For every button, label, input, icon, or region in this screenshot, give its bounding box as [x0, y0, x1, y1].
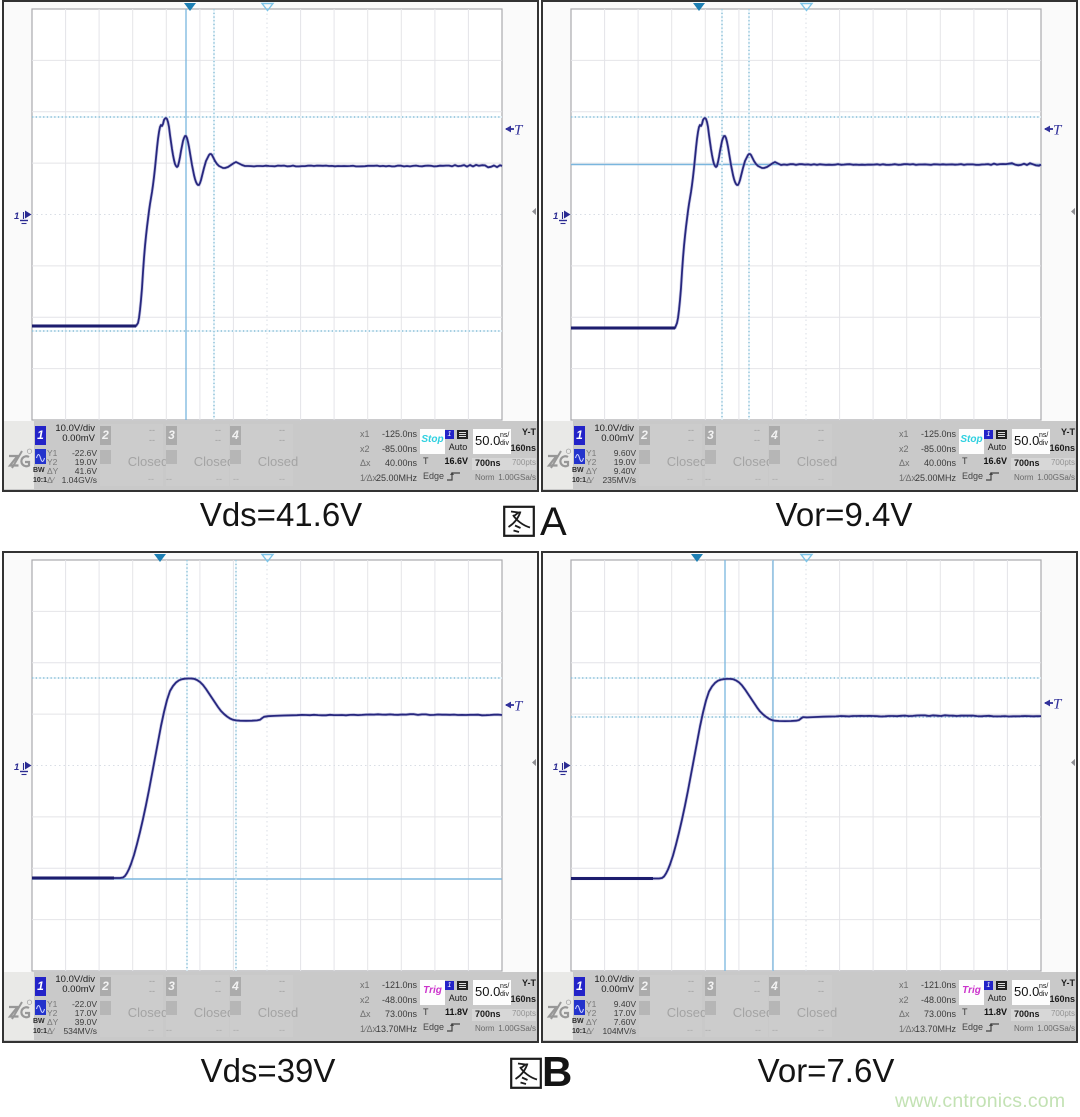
svg-text:1: 1	[14, 762, 19, 773]
svg-text:T: T	[514, 123, 524, 139]
svg-text:1: 1	[14, 211, 19, 222]
svg-text:1: 1	[553, 762, 558, 773]
svg-text:T: T	[514, 699, 524, 715]
svg-text:1: 1	[553, 211, 558, 222]
svg-text:T: T	[1053, 697, 1063, 713]
svg-text:T: T	[1053, 123, 1063, 139]
